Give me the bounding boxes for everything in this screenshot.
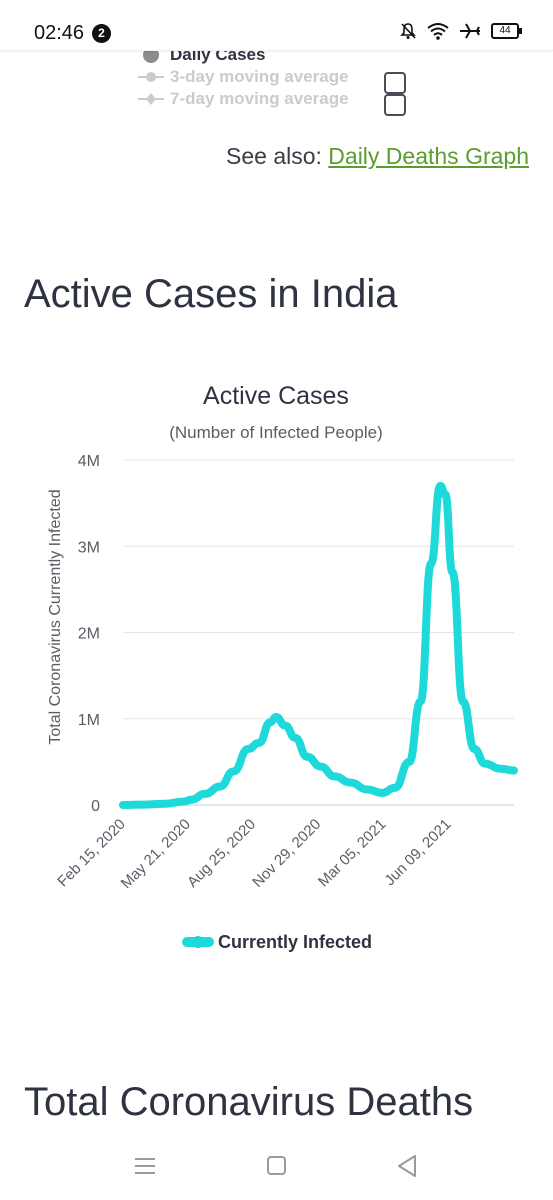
legend-marker-icon [192, 936, 204, 948]
x-tick-label: Mar 05, 2021 [315, 816, 390, 891]
3day-average-marker-icon [138, 66, 164, 88]
legend-label-currently-infected: Currently Infected [218, 932, 372, 952]
7day-average-marker-icon [138, 88, 164, 110]
y-axis-label: Total Coronavirus Currently Infected [47, 489, 64, 744]
back-triangle-icon[interactable] [396, 1154, 418, 1178]
notification-badge: 2 [92, 24, 111, 43]
legend-label-3day-average: 3-day moving average [170, 67, 349, 86]
total-deaths-heading: Total Coronavirus Deaths [24, 1080, 474, 1124]
daily-deaths-graph-link[interactable]: Daily Deaths Graph [328, 143, 529, 169]
legend-label-7day-average: 7-day moving average [170, 89, 349, 108]
daily-cases-marker-icon [138, 44, 164, 66]
3day-average-checkbox[interactable] [384, 72, 406, 94]
active-cases-heading: Active Cases in India [24, 272, 398, 316]
status-bar: 02:46 2 44 [0, 0, 553, 51]
y-tick-label: 1M [78, 712, 100, 729]
airplane-mode-icon [460, 23, 480, 39]
legend-item-3day-average[interactable]: 3-day moving average [138, 66, 349, 88]
chart-title: Active Cases [203, 382, 349, 410]
status-icons: 44 [399, 22, 522, 40]
mute-bell-icon [400, 23, 416, 39]
see-also-prefix: See also: [226, 143, 329, 169]
navigation-bar [0, 1140, 553, 1200]
y-axis-ticks: 0 1M 2M 3M 4M [78, 453, 100, 815]
status-time: 02:46 [34, 22, 85, 44]
home-square-icon[interactable] [266, 1156, 288, 1176]
chart-subtitle: (Number of Infected People) [169, 423, 383, 442]
y-tick-label: 0 [91, 798, 100, 815]
y-tick-label: 4M [78, 453, 100, 470]
battery-icon: 44 [491, 23, 522, 39]
legend-item-7day-average[interactable]: 7-day moving average [138, 88, 349, 110]
daily-cases-legend: Daily Cases 3-day moving average 7-day m… [138, 44, 349, 110]
y-tick-label: 2M [78, 626, 100, 643]
x-tick-label: May 21, 2020 [118, 816, 194, 892]
chart-legend[interactable]: Currently Infected [182, 932, 372, 952]
x-tick-label: Jun 09, 2021 [381, 816, 454, 889]
x-tick-label: Nov 29, 2020 [249, 816, 324, 891]
x-tick-label: Aug 25, 2020 [184, 816, 259, 891]
y-tick-label: 3M [78, 539, 100, 556]
see-also-line: See also: Daily Deaths Graph [226, 143, 529, 170]
wifi-icon [427, 23, 449, 40]
series-line-currently-infected [119, 481, 518, 809]
menu-icon[interactable] [134, 1156, 156, 1176]
7day-average-checkbox[interactable] [384, 94, 406, 116]
active-cases-chart: Active Cases (Number of Infected People)… [47, 382, 518, 952]
